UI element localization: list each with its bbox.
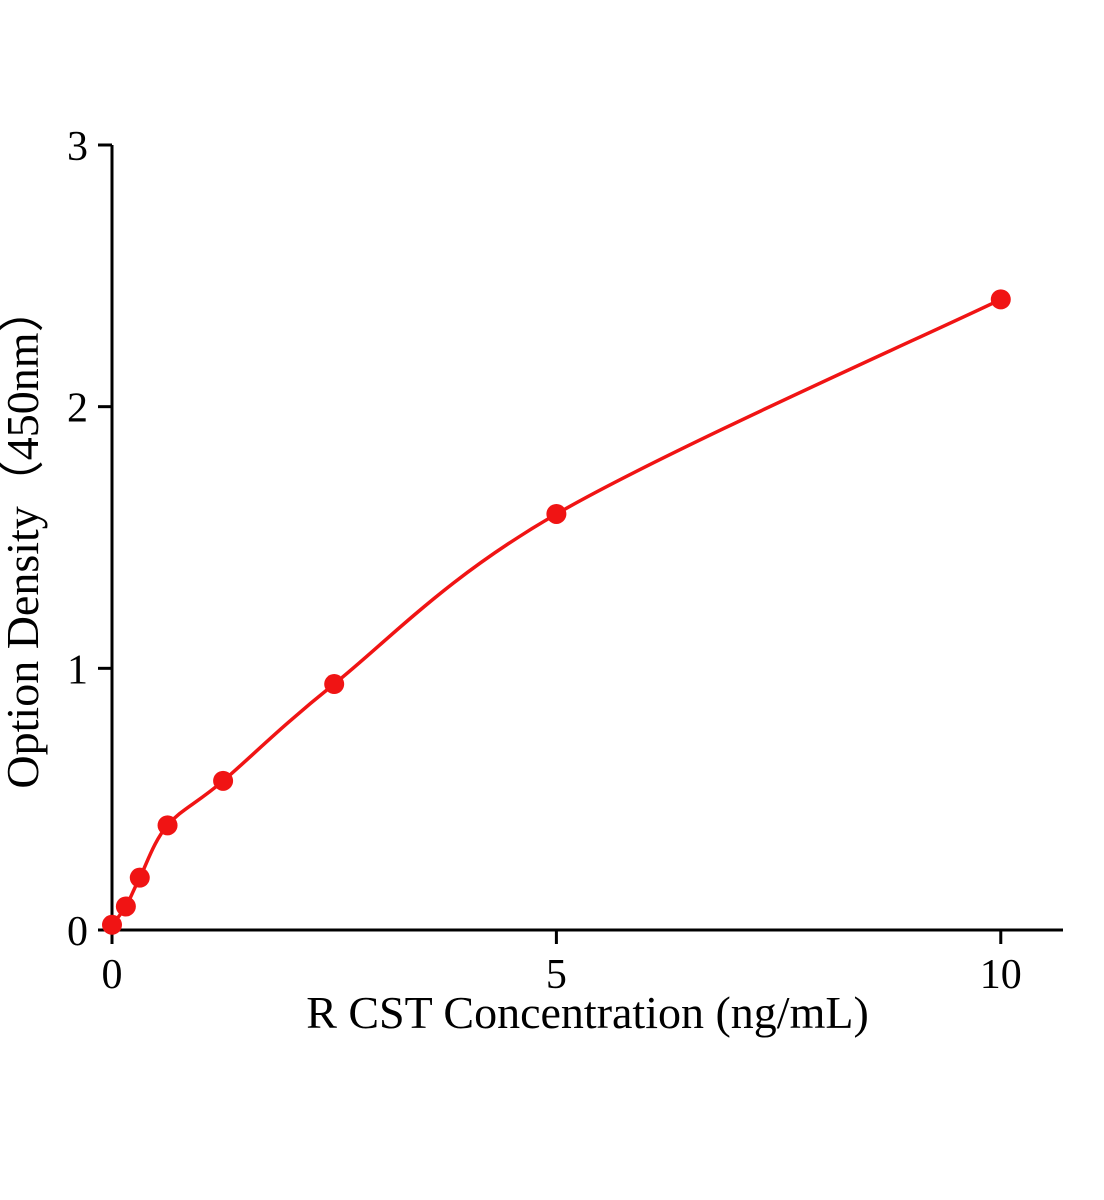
x-tick-label: 10 xyxy=(980,952,1022,998)
y-axis-label: Option Density（450nm） xyxy=(0,286,48,788)
data-point xyxy=(102,914,122,935)
data-point xyxy=(324,674,345,695)
data-point xyxy=(213,770,234,791)
data-point xyxy=(990,289,1011,310)
y-tick-label: 3 xyxy=(67,124,88,170)
data-point xyxy=(546,503,567,524)
x-tick-label: 5 xyxy=(546,952,567,998)
data-point xyxy=(115,896,136,917)
x-tick-label: 0 xyxy=(102,952,123,998)
y-tick-label: 2 xyxy=(67,386,88,432)
y-tick-label: 0 xyxy=(67,909,88,955)
data-point xyxy=(129,867,150,888)
x-axis-label: R CST Concentration (ng/mL) xyxy=(306,987,869,1038)
y-tick-label: 1 xyxy=(67,647,88,693)
fit-curve xyxy=(110,297,1003,927)
data-point xyxy=(157,815,178,836)
